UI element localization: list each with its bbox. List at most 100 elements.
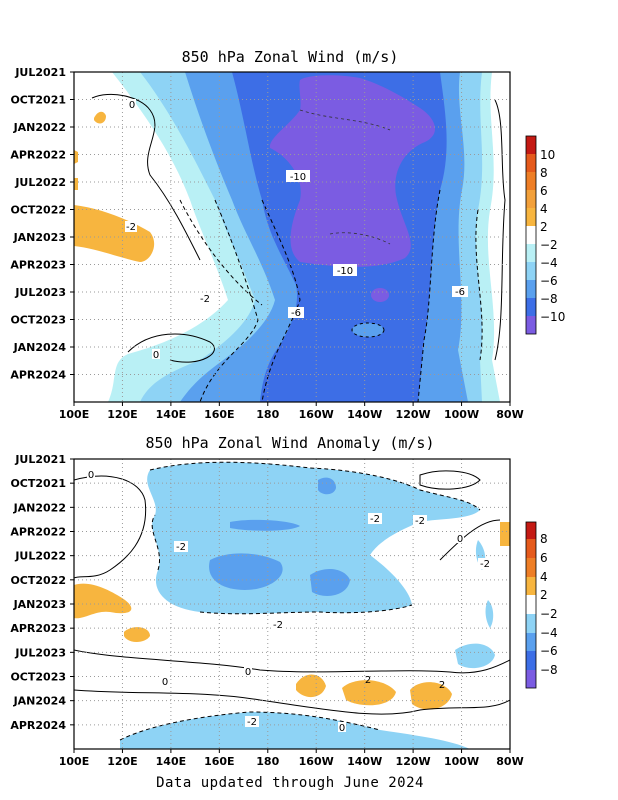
contour-label: 0 <box>129 100 135 111</box>
colorbar-label: 2 <box>540 220 548 234</box>
band-pos2-f <box>500 522 510 546</box>
band-neg4 <box>209 553 283 590</box>
contour-label: -2 <box>247 717 257 728</box>
contour-label: -2 <box>200 294 210 305</box>
colorbar-swatch <box>526 262 536 280</box>
contour-label: 0 <box>162 677 168 688</box>
x-tick-label: 100E <box>59 408 89 421</box>
colorbar-swatch <box>526 154 536 172</box>
colorbar: 10 8 6 4 2 −2 −4 −6 −8 −10 <box>525 135 565 335</box>
contour-label: -10 <box>290 172 306 183</box>
band-neg10 <box>269 75 436 267</box>
y-tick-label: JUL2022 <box>14 176 66 189</box>
y-tick-label: JAN2023 <box>13 598 66 611</box>
y-tick-labels: JUL2021 OCT2021 JAN2022 APR2022 JUL2022 OCT20… <box>10 66 74 382</box>
grid-lines <box>74 72 510 402</box>
y-tick-label: APR2024 <box>10 719 66 732</box>
band-pos2-e <box>410 682 452 710</box>
colorbar-label: −4 <box>540 256 558 270</box>
band-pos2 <box>74 205 155 262</box>
y-tick-label: JAN2024 <box>13 695 67 708</box>
colorbar-swatch <box>526 136 536 154</box>
y-tick-label: JUL2023 <box>14 286 66 299</box>
chart-title: 850 hPa Zonal Wind Anomaly (m/s) <box>146 434 435 452</box>
y-tick-label: JAN2022 <box>13 501 66 514</box>
contour-label: 2 <box>365 675 371 686</box>
grid-lines <box>74 459 510 749</box>
colorbar-label: 8 <box>540 166 548 180</box>
x-tick-label: 160W <box>299 408 334 421</box>
contour-labels: 0 0 -2 -2 -10 -10 -6 -6 <box>125 99 468 361</box>
band-neg4-b <box>310 568 350 596</box>
chart-title: 850 hPa Zonal Wind (m/s) <box>182 48 399 66</box>
colorbar-swatch <box>526 316 536 334</box>
contour-label: -2 <box>415 516 425 527</box>
y-tick-label: APR2024 <box>10 369 66 382</box>
colorbar-swatch <box>526 539 536 558</box>
y-tick-label: JUL2022 <box>14 550 66 563</box>
x-tick-label: 120W <box>396 408 431 421</box>
contour-label: -2 <box>176 542 186 553</box>
band-neg4-c <box>318 477 336 495</box>
contour-label: -6 <box>291 308 301 319</box>
x-tick-label: 80W <box>496 755 523 768</box>
colorbar-label: −10 <box>540 310 565 324</box>
panel-zonal-wind: 850 hPa Zonal Wind (m/s) <box>10 48 565 421</box>
y-tick-label: OCT2022 <box>10 204 66 217</box>
colorbar-label: −6 <box>540 644 558 658</box>
band-pos2-d <box>74 178 78 190</box>
band-pos2-c <box>74 150 78 164</box>
y-tick-label: OCT2023 <box>10 671 66 684</box>
y-tick-label: OCT2021 <box>10 94 66 107</box>
colorbar-label: 6 <box>540 551 548 565</box>
band-neg2-e <box>485 600 494 628</box>
band-neg2-c <box>120 712 470 749</box>
y-tick-label: JUL2021 <box>14 66 66 79</box>
y-tick-label: JAN2024 <box>13 341 67 354</box>
colorbar-swatch <box>526 522 536 539</box>
x-tick-label: 180 <box>256 755 279 768</box>
band-pos2-c <box>296 674 326 698</box>
y-tick-label: OCT2023 <box>10 314 66 327</box>
band-neg2-b <box>455 643 495 669</box>
colorbar-label: −6 <box>540 274 558 288</box>
x-tick-label: 160W <box>299 755 334 768</box>
contour-labels: 0 0 0 0 0 -2 -2 -2 -2 -2 -2 2 2 <box>87 469 492 734</box>
contour-label: 0 <box>153 350 159 361</box>
panel-zonal-wind-anomaly: 850 hPa Zonal Wind Anomaly (m/s) <box>10 434 557 768</box>
colorbar-label: −2 <box>540 607 558 621</box>
colorbar-swatch <box>526 190 536 208</box>
contour-label: -2 <box>126 222 136 233</box>
y-tick-labels: JUL2021 OCT2021 JAN2022 APR2022 JUL2022 OCT20… <box>10 453 74 732</box>
x-tick-label: 120E <box>107 755 137 768</box>
y-tick-label: APR2022 <box>10 526 66 539</box>
colorbar-label: 8 <box>540 532 548 546</box>
y-tick-label: OCT2021 <box>10 477 66 490</box>
contour-label: -10 <box>337 266 353 277</box>
colorbar-swatch <box>526 298 536 316</box>
x-tick-label: 100W <box>444 755 479 768</box>
contour-label: 2 <box>439 680 445 691</box>
contour-label: 0 <box>245 667 251 678</box>
band-neg4-d <box>230 519 300 531</box>
colorbar-label: −8 <box>540 292 558 306</box>
heatmap-fill <box>74 72 510 402</box>
colorbar-swatch <box>526 651 536 670</box>
colorbar-label: 10 <box>540 148 555 162</box>
colorbar-swatch <box>526 172 536 190</box>
x-tick-labels: 100E 120E 140E 160E 180 160W 140W 120W 100W 80W <box>59 749 524 768</box>
colorbar-swatch <box>526 280 536 298</box>
colorbar-swatch <box>526 670 536 688</box>
y-tick-label: OCT2022 <box>10 574 66 587</box>
band-pos2-b <box>94 111 106 124</box>
x-tick-label: 140E <box>156 755 186 768</box>
colorbar-swatch <box>526 244 536 262</box>
x-tick-label: 140E <box>156 408 186 421</box>
x-tick-label: 100W <box>444 408 479 421</box>
band-pos2-d <box>342 680 396 706</box>
x-tick-label: 140W <box>347 408 382 421</box>
colorbar-label: −8 <box>540 663 558 677</box>
y-tick-label: JAN2023 <box>13 231 66 244</box>
band-pos2 <box>74 583 132 619</box>
